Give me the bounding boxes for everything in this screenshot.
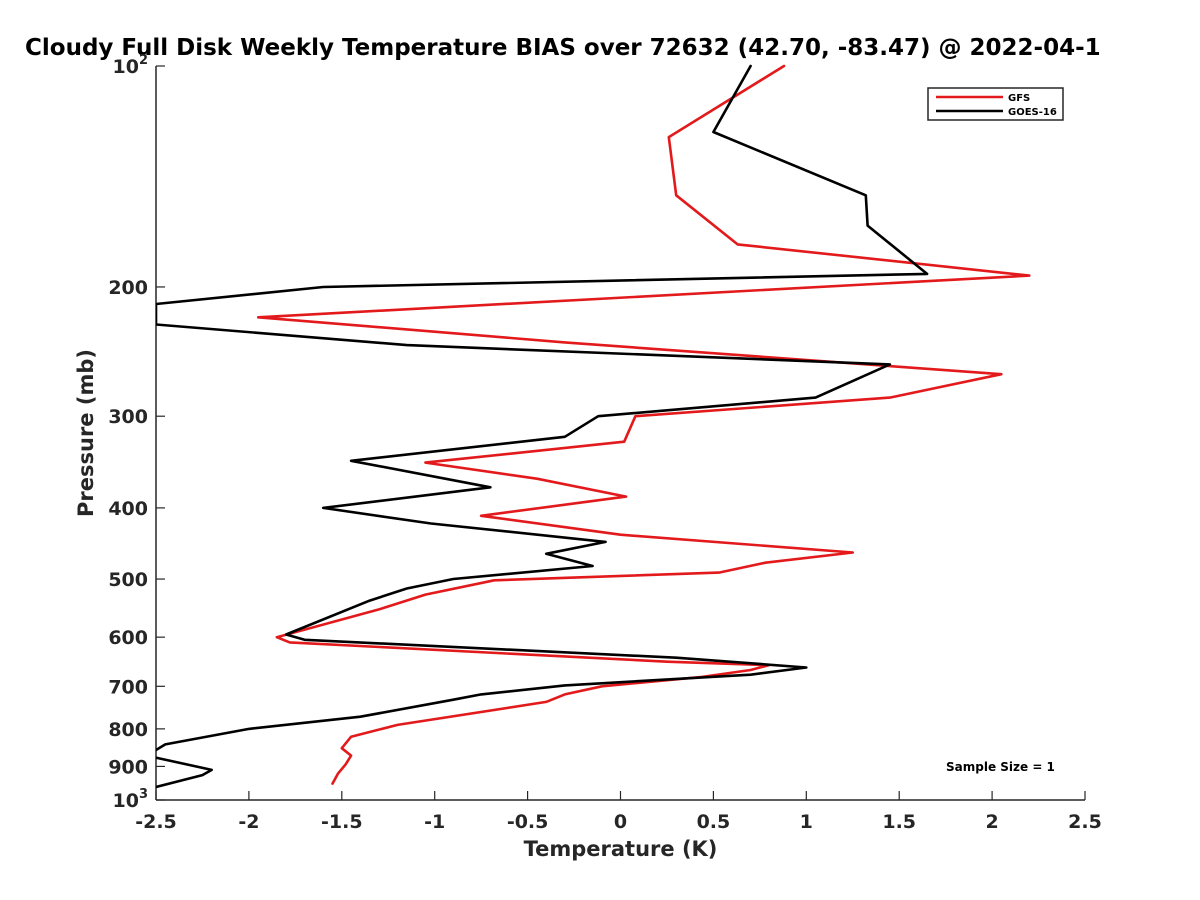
sample-size-annotation: Sample Size = 1 xyxy=(946,760,1055,774)
x-tick-label: 2 xyxy=(985,811,998,833)
legend: GFS GOES-16 xyxy=(927,87,1064,121)
y-tick-label: 103 xyxy=(113,787,149,812)
y-tick-label: 700 xyxy=(108,676,148,698)
legend-label: GFS xyxy=(1008,93,1030,104)
y-tick-label: 300 xyxy=(108,406,148,428)
x-tick-label: 1.5 xyxy=(882,811,916,833)
axes: -2.5 -2 -1.5 -1 -0.5 0 0.5 1 1.5 2 2.5 102 200 300 400… xyxy=(108,53,1102,833)
chart-title: Cloudy Full Disk Weekly Temperature BIAS… xyxy=(25,35,1101,61)
y-tick-label: 500 xyxy=(108,569,148,591)
x-tick-label: -2.5 xyxy=(135,811,177,833)
y-tick-label: 600 xyxy=(108,627,148,649)
y-tick-label: 400 xyxy=(108,498,148,520)
x-tick-label: 0.5 xyxy=(697,811,731,833)
x-axis-label: Temperature (K) xyxy=(524,837,718,861)
y-tick-label: 102 xyxy=(113,53,149,78)
y-tick-label: 900 xyxy=(108,756,148,778)
x-tick-label: -1 xyxy=(424,811,445,833)
x-tick-label: 0 xyxy=(614,811,627,833)
y-tick-label: 800 xyxy=(108,719,148,741)
legend-box xyxy=(927,87,1064,121)
legend-label: GOES-16 xyxy=(1008,107,1057,118)
x-tick-label: -0.5 xyxy=(507,811,549,833)
series-lines xyxy=(156,64,1031,789)
x-tick-label: -1.5 xyxy=(321,811,363,833)
series-line-gfs xyxy=(256,64,1031,785)
x-tick-label: -2 xyxy=(238,811,259,833)
x-tick-label: 1 xyxy=(800,811,813,833)
x-tick-label: 2.5 xyxy=(1068,811,1102,833)
y-axis-label: Pressure (mb) xyxy=(74,349,98,517)
y-tick-label: 200 xyxy=(108,277,148,299)
series-line-goes-16 xyxy=(156,64,929,789)
